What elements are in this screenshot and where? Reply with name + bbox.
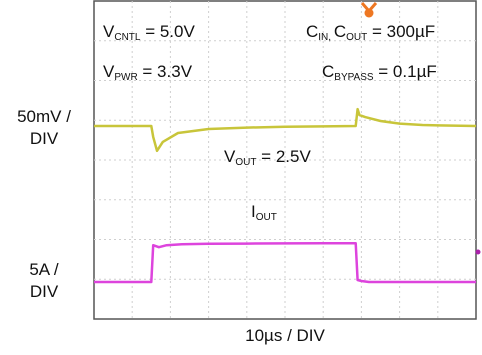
channel-end-dot [475,249,481,255]
plot-traces [94,107,477,284]
vcntl-label: VCNTL = 5.0V [103,22,195,43]
voltage-scale-line1: 50mV / [17,107,71,126]
current-scale-line1: 5A / [29,260,59,279]
vpwr-label: VPWR = 3.3V [103,62,193,83]
trace-i-out [94,241,476,284]
vout-label: VOUT = 2.5V [224,147,311,168]
x-axis-label: 10µs / DIV [245,326,325,345]
capacitance-label: CIN, COUT = 300µF [306,22,436,43]
iout-label: IOUT [251,202,277,223]
bypass-cap-label: CBYPASS = 0.1µF [322,62,437,83]
voltage-scale-line2: DIV [29,129,59,148]
plot-grid [94,1,476,319]
current-scale-line2: DIV [29,282,59,301]
trigger-chevron [360,2,378,14]
trace-v-out [94,107,477,153]
